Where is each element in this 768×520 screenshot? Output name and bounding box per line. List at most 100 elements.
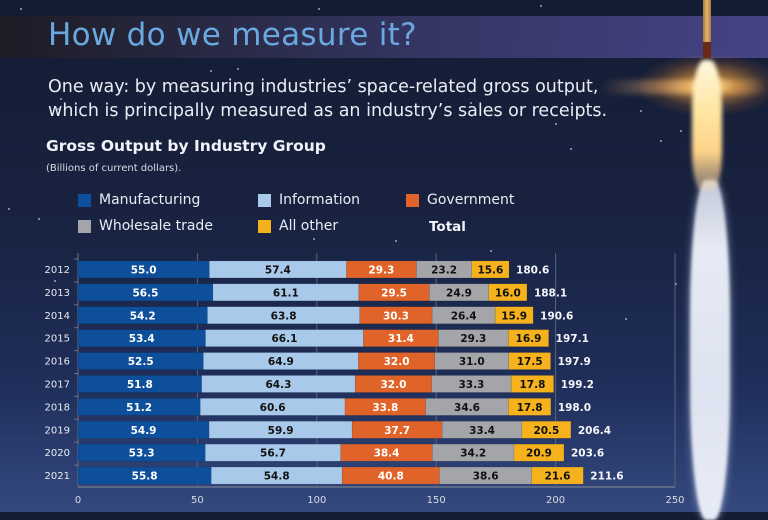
y-tick-label: 2017 [45, 379, 70, 390]
y-tick-label: 2015 [45, 334, 70, 345]
bar-segment-government [341, 466, 440, 485]
data-label: 29.5 [381, 287, 407, 299]
data-label: 20.9 [526, 448, 552, 460]
bar-segment-government [346, 260, 417, 279]
bar-segment-all-other [471, 260, 510, 279]
title-banner [0, 16, 768, 58]
bar-segment-government [363, 329, 439, 347]
data-label: 54.9 [131, 425, 157, 437]
data-label: 15.9 [501, 310, 527, 322]
legend-swatch-wholesale-trade [78, 219, 91, 233]
y-tick-label: 2021 [45, 471, 70, 482]
y-tick-label: 2014 [45, 311, 70, 322]
total-label: 211.6 [590, 471, 623, 483]
legend-item-all-other: All other [258, 218, 338, 234]
data-label: 38.6 [473, 471, 499, 483]
data-label: 40.8 [378, 471, 404, 483]
x-tick-label: 250 [665, 495, 684, 506]
total-label: 203.6 [571, 448, 604, 460]
data-label: 54.2 [130, 310, 156, 322]
y-tick-label: 2018 [45, 402, 70, 413]
legend-swatch-all-other [258, 219, 271, 233]
data-label: 38.4 [374, 448, 400, 460]
legend-swatch-manufacturing [78, 193, 91, 207]
x-tick-label: 50 [191, 495, 204, 506]
data-label: 34.6 [454, 402, 480, 414]
bar-segment-all-other [508, 329, 549, 347]
y-tick-label: 2019 [45, 425, 70, 436]
rocket-smoke-trail [690, 180, 730, 520]
data-label: 29.3 [460, 333, 486, 345]
total-label: 206.4 [578, 425, 611, 437]
bar-segment-all-other [513, 443, 565, 462]
data-label: 29.3 [368, 264, 394, 276]
data-label: 32.0 [380, 379, 406, 391]
data-label: 24.9 [446, 287, 472, 299]
legend-label: Information [279, 192, 361, 208]
total-label: 180.6 [516, 264, 549, 276]
data-label: 31.4 [388, 333, 414, 345]
legend-label: Manufacturing [99, 192, 201, 208]
legend-label: Government [427, 192, 515, 208]
legend-item-information: Information [258, 192, 360, 208]
data-label: 63.8 [271, 310, 297, 322]
y-tick-label: 2016 [45, 357, 70, 368]
data-label: 55.0 [131, 264, 157, 276]
data-label: 66.1 [271, 333, 297, 345]
data-label: 33.3 [458, 379, 484, 391]
data-label: 52.5 [128, 356, 154, 368]
data-label: 17.8 [517, 402, 543, 414]
y-tick-label: 2013 [45, 288, 70, 299]
bar-segment-all-other [510, 375, 554, 393]
total-label: 188.1 [534, 287, 567, 299]
y-tick-label: 2020 [45, 448, 70, 459]
legend-label: Wholesale trade [99, 218, 213, 234]
legend-item-manufacturing: Manufacturing [78, 192, 200, 208]
legend-swatch-government [406, 193, 419, 207]
bar-segment-all-other [531, 466, 584, 485]
data-label: 34.2 [460, 448, 486, 460]
chart-subtitle: (Billions of current dollars). [46, 163, 182, 174]
data-label: 26.4 [451, 310, 477, 322]
rocket-nozzle [703, 42, 711, 58]
x-tick-label: 0 [75, 495, 81, 506]
data-label: 21.6 [545, 471, 571, 483]
data-label: 53.4 [129, 333, 155, 345]
bar-segment-all-other [494, 306, 534, 324]
data-label: 33.8 [372, 402, 398, 414]
data-label: 54.8 [264, 471, 290, 483]
bar-segment-all-other [508, 352, 551, 370]
data-label: 51.8 [127, 379, 153, 391]
bar-segment-government [358, 283, 430, 302]
legend-item-government: Government [406, 192, 514, 208]
bar-segment-all-other [521, 421, 572, 439]
data-label: 55.8 [132, 471, 158, 483]
data-label: 37.7 [384, 425, 410, 437]
legend-swatch-information [258, 193, 271, 207]
chart-title: Gross Output by Industry Group [46, 137, 326, 155]
data-label: 33.4 [469, 425, 495, 437]
data-label: 61.1 [273, 287, 299, 299]
legend-item-total: Total [429, 219, 466, 235]
bar-segment-government [359, 306, 433, 324]
data-label: 17.5 [517, 356, 543, 368]
bar-segment-government [354, 375, 432, 393]
data-label: 20.5 [533, 425, 559, 437]
data-label: 53.3 [129, 448, 155, 460]
data-label: 16.9 [516, 333, 542, 345]
x-tick-label: 100 [307, 495, 326, 506]
data-label: 30.3 [383, 310, 409, 322]
page-title: How do we measure it? [48, 17, 417, 53]
rocket-flame [692, 60, 722, 190]
data-label: 17.8 [519, 379, 545, 391]
legend-item-wholesale-trade: Wholesale trade [78, 218, 213, 234]
total-label: 197.9 [558, 356, 591, 368]
data-label: 56.5 [133, 287, 159, 299]
total-label: 190.6 [540, 310, 573, 322]
data-label: 57.4 [265, 264, 291, 276]
data-label: 51.2 [126, 402, 152, 414]
page-subtitle: One way: by measuring industries’ space-… [48, 77, 608, 121]
data-label: 60.6 [260, 402, 286, 414]
bar-segment-all-other [508, 398, 552, 416]
